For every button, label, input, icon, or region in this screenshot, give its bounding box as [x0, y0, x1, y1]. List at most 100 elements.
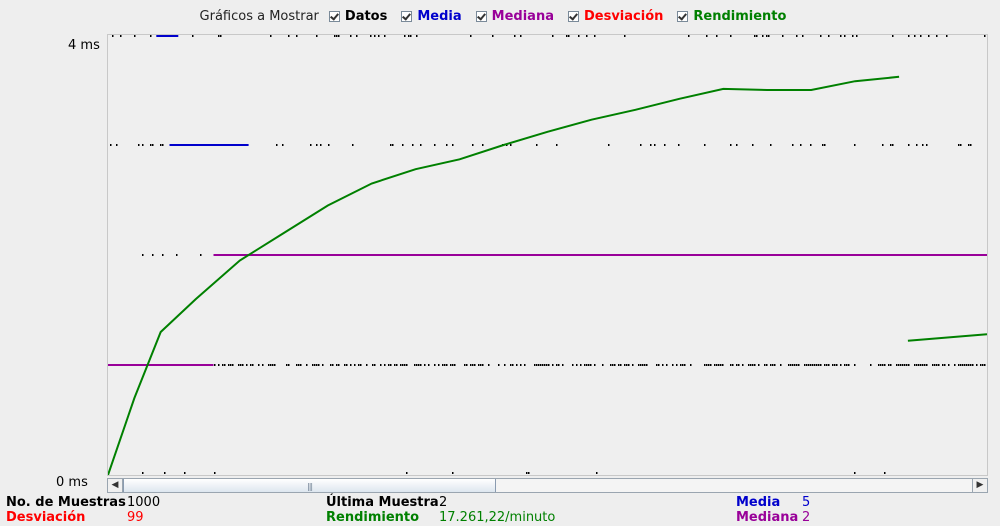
- checkbox-media[interactable]: [401, 10, 413, 22]
- datos-point: [544, 364, 546, 366]
- checkbox-desviacion[interactable]: [567, 10, 579, 22]
- datos-point: [220, 35, 222, 37]
- throughput-value: 17.261,22/minuto: [439, 510, 556, 525]
- datos-point: [312, 364, 314, 366]
- datos-point: [856, 35, 858, 37]
- datos-point: [946, 35, 948, 37]
- datos-point: [596, 472, 598, 474]
- datos-point: [566, 35, 568, 37]
- datos-point: [870, 364, 872, 366]
- datos-point: [820, 35, 822, 37]
- datos-point: [360, 364, 362, 366]
- datos-point: [754, 35, 756, 37]
- datos-point: [834, 364, 836, 366]
- datos-point: [846, 364, 848, 366]
- datos-point: [356, 35, 358, 37]
- datos-point: [390, 364, 392, 366]
- scrollbar-grip: |||: [307, 482, 313, 491]
- datos-point: [730, 144, 732, 146]
- datos-point: [584, 364, 586, 366]
- datos-point: [810, 144, 812, 146]
- datos-point: [142, 144, 144, 146]
- datos-point: [222, 364, 224, 366]
- datos-point: [218, 364, 220, 366]
- datos-point: [936, 364, 938, 366]
- datos-point: [316, 144, 318, 146]
- datos-point: [378, 35, 380, 37]
- checkbox-datos[interactable]: [328, 10, 340, 22]
- datos-point: [330, 364, 332, 366]
- datos-point: [452, 472, 454, 474]
- datos-point: [704, 144, 706, 146]
- datos-point: [808, 364, 810, 366]
- datos-point: [890, 364, 892, 366]
- datos-point: [556, 364, 558, 366]
- datos-point: [676, 364, 678, 366]
- datos-point: [504, 364, 506, 366]
- datos-point: [756, 35, 758, 37]
- datos-point: [608, 144, 610, 146]
- datos-point: [646, 364, 648, 366]
- horizontal-scrollbar[interactable]: ◀ ||| ▶: [107, 478, 988, 493]
- datos-point: [402, 144, 404, 146]
- datos-point: [334, 35, 336, 37]
- checkbox-mediana[interactable]: [475, 10, 487, 22]
- toggle-desviacion[interactable]: Desviación: [567, 9, 663, 24]
- datos-point: [924, 364, 926, 366]
- datos-point: [332, 364, 334, 366]
- datos-point: [434, 144, 436, 146]
- datos-point: [288, 35, 290, 37]
- datos-point: [968, 364, 970, 366]
- datos-point: [970, 144, 972, 146]
- datos-point: [922, 144, 924, 146]
- datos-point: [286, 364, 288, 366]
- checkbox-rendimiento[interactable]: [677, 10, 689, 22]
- datos-point: [610, 364, 612, 366]
- datos-point: [594, 364, 596, 366]
- datos-point: [296, 35, 298, 37]
- datos-point: [840, 364, 842, 366]
- datos-point: [782, 35, 784, 37]
- datos-point: [390, 144, 392, 146]
- toggle-mediana[interactable]: Mediana: [475, 8, 554, 24]
- datos-point: [736, 144, 738, 146]
- datos-point: [936, 35, 938, 37]
- datos-point: [306, 364, 308, 366]
- datos-point: [896, 364, 898, 366]
- datos-point: [480, 364, 482, 366]
- y-tick-label-bottom: 0 ms: [56, 475, 88, 490]
- datos-point: [228, 364, 230, 366]
- datos-point: [230, 364, 232, 366]
- datos-point: [488, 364, 490, 366]
- datos-point: [384, 35, 386, 37]
- datos-point: [116, 144, 118, 146]
- datos-point: [454, 364, 456, 366]
- toggle-datos[interactable]: Datos: [328, 9, 387, 24]
- datos-point: [552, 364, 554, 366]
- datos-point: [958, 364, 960, 366]
- datos-point: [982, 364, 984, 366]
- datos-point: [268, 364, 270, 366]
- datos-point: [928, 35, 930, 37]
- datos-point: [638, 364, 640, 366]
- datos-point: [424, 364, 426, 366]
- datos-point: [716, 35, 718, 37]
- datos-point: [322, 364, 324, 366]
- datos-point: [824, 144, 826, 146]
- toggle-media[interactable]: Media: [401, 9, 462, 24]
- legend-mediana-label: Mediana: [491, 8, 554, 24]
- datos-point: [790, 364, 792, 366]
- datos-point: [944, 364, 946, 366]
- datos-point: [370, 35, 372, 37]
- datos-point: [350, 35, 352, 37]
- scroll-right-button[interactable]: ▶: [972, 479, 987, 492]
- datos-point: [804, 364, 806, 366]
- datos-point: [678, 144, 680, 146]
- datos-point: [810, 364, 812, 366]
- median-value: 2: [802, 510, 811, 525]
- scroll-left-button[interactable]: ◀: [108, 479, 123, 492]
- toggle-rendimiento[interactable]: Rendimiento: [677, 9, 786, 24]
- datos-point: [536, 144, 538, 146]
- scrollbar-thumb[interactable]: |||: [123, 479, 496, 492]
- datos-point: [552, 35, 554, 37]
